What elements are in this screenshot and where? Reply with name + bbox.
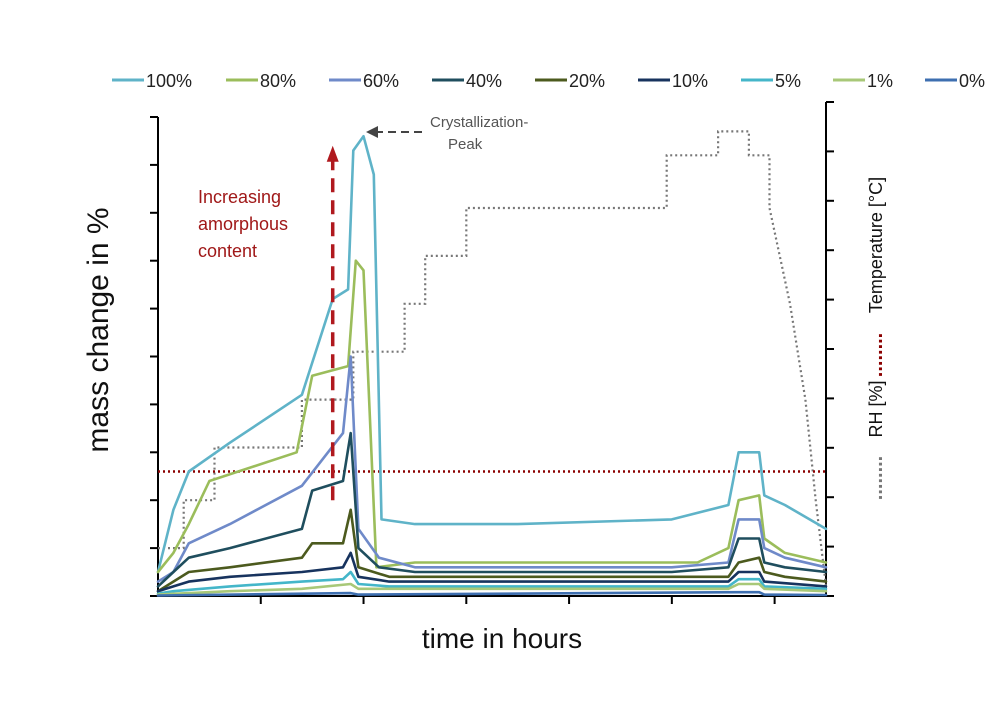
series-line-0pct bbox=[156, 590, 828, 597]
series-line-5pct bbox=[156, 570, 828, 595]
legend: 100% 80% 60% 40% 20% 10% 5% 1% 0% bbox=[112, 71, 985, 91]
legend-label: 1% bbox=[867, 71, 893, 91]
overlay bbox=[326, 126, 422, 501]
rh-profile-line bbox=[158, 130, 828, 587]
legend-label: 10% bbox=[672, 71, 708, 91]
y-axis-label: mass change in % bbox=[82, 207, 115, 452]
axes bbox=[150, 101, 834, 604]
x-axis-label: time in hours bbox=[422, 623, 582, 654]
amorphous-arrow-head bbox=[326, 145, 339, 162]
series-line-40pct bbox=[156, 431, 828, 588]
annotation-arrow-line3: content bbox=[198, 241, 257, 261]
legend-label: 40% bbox=[466, 71, 502, 91]
annotation-arrow-line1: Increasing bbox=[198, 187, 281, 207]
legend-label: 100% bbox=[146, 71, 192, 91]
legend-label: 60% bbox=[363, 71, 399, 91]
series-line-80pct bbox=[156, 259, 828, 574]
series-line-10pct bbox=[156, 551, 828, 593]
rh-layer bbox=[158, 130, 828, 587]
series-line-20pct bbox=[156, 508, 828, 593]
y2-axis-label-temperature: Temperature [°C] bbox=[866, 177, 886, 313]
series-line-100pct bbox=[156, 134, 828, 574]
annotation-peak-line1: Crystallization- bbox=[430, 114, 528, 131]
legend-label: 0% bbox=[959, 71, 985, 91]
annotation-arrow-line2: amorphous bbox=[198, 214, 288, 234]
series-layer bbox=[156, 134, 828, 597]
series-line-60pct bbox=[156, 355, 828, 583]
peak-pointer-head bbox=[366, 126, 378, 138]
legend-label: 5% bbox=[775, 71, 801, 91]
annotation-peak-line2: Peak bbox=[448, 136, 483, 153]
legend-label: 20% bbox=[569, 71, 605, 91]
legend-label: 80% bbox=[260, 71, 296, 91]
series-line-1pct bbox=[156, 582, 828, 596]
rh-marker: ........ bbox=[865, 456, 887, 500]
y2-axis-label-rh: RH [%] bbox=[866, 380, 886, 437]
temperature-marker: ........ bbox=[865, 333, 887, 377]
